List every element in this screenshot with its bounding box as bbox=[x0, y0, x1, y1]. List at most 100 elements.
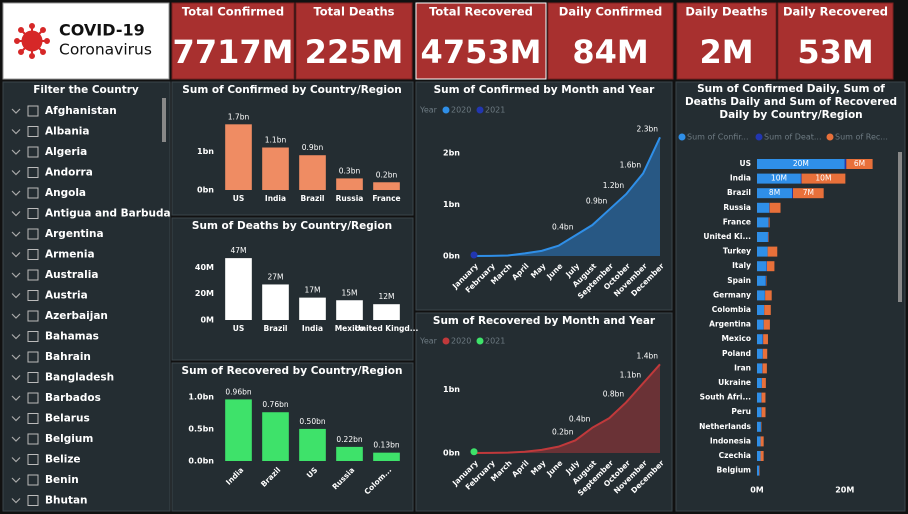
logo-title: COVID-19 bbox=[59, 21, 145, 40]
checkbox[interactable] bbox=[27, 146, 39, 158]
checkbox[interactable] bbox=[27, 495, 39, 506]
panel bbox=[171, 81, 414, 216]
checkbox[interactable] bbox=[27, 372, 39, 383]
checkbox[interactable] bbox=[27, 310, 39, 322]
checkbox[interactable] bbox=[27, 454, 39, 465]
chevron bbox=[11, 231, 21, 237]
bar-segment bbox=[757, 363, 763, 374]
checkbox[interactable] bbox=[27, 269, 39, 281]
bar-segment bbox=[792, 188, 824, 199]
bar-segment bbox=[764, 305, 771, 315]
data-label: 0.50bn bbox=[299, 417, 325, 426]
checkbox[interactable] bbox=[27, 167, 39, 178]
chevron bbox=[11, 477, 21, 483]
bar-segment bbox=[757, 290, 765, 301]
x-tick-label: India bbox=[265, 194, 286, 203]
bar-segment bbox=[765, 290, 772, 301]
bar bbox=[299, 428, 326, 461]
filter-item[interactable]: Armenia bbox=[45, 249, 95, 261]
bar-segment bbox=[757, 202, 770, 213]
checkbox[interactable] bbox=[27, 228, 39, 240]
checkbox[interactable] bbox=[27, 413, 39, 424]
filter-item[interactable]: Australia bbox=[45, 269, 98, 281]
chevron bbox=[11, 293, 21, 299]
y-tick-label: 1bn bbox=[443, 385, 460, 394]
filter-item[interactable]: Bahrain bbox=[45, 351, 91, 363]
bar-segment bbox=[757, 232, 768, 242]
filter-item[interactable]: Azerbaijan bbox=[45, 310, 108, 322]
chevron bbox=[11, 375, 21, 381]
checkbox[interactable] bbox=[27, 249, 39, 260]
data-label: 0.13bn bbox=[373, 441, 399, 450]
data-label: 0.4bn bbox=[569, 415, 591, 424]
data-label: 0.22bn bbox=[336, 435, 362, 444]
bar-segment bbox=[757, 159, 845, 169]
filter-item[interactable]: Belize bbox=[45, 454, 81, 466]
checkbox[interactable] bbox=[27, 187, 39, 199]
data-label: 10M bbox=[815, 174, 831, 183]
filter-item[interactable]: Austria bbox=[45, 290, 88, 302]
kpi-label: Total Recovered bbox=[429, 5, 533, 19]
filter-item[interactable]: Argentina bbox=[45, 228, 104, 240]
y-tick-label: France bbox=[723, 217, 751, 226]
bar-segment bbox=[768, 217, 770, 228]
filter-item[interactable]: Andorra bbox=[45, 167, 93, 179]
filter-item[interactable]: Benin bbox=[45, 474, 79, 486]
x-tick-label: India bbox=[302, 324, 323, 333]
panel bbox=[415, 312, 673, 512]
filter-item[interactable]: Albania bbox=[45, 126, 90, 138]
kpi-label: Daily Confirmed bbox=[559, 5, 662, 19]
filter-item[interactable]: Belarus bbox=[45, 413, 90, 425]
bar-segment bbox=[757, 261, 767, 272]
filter-item[interactable]: Algeria bbox=[45, 146, 87, 158]
kpi-label: Total Confirmed bbox=[182, 5, 284, 19]
data-label: 0.2bn bbox=[376, 170, 398, 179]
filter-item[interactable]: Angola bbox=[45, 187, 86, 199]
filter-item[interactable]: Barbados bbox=[45, 392, 101, 404]
data-label: 1.1bn bbox=[265, 136, 287, 145]
filter-item[interactable]: Bhutan bbox=[45, 495, 88, 507]
checkbox[interactable] bbox=[27, 208, 39, 219]
chevron bbox=[11, 108, 21, 114]
y-tick-label: Mexico bbox=[721, 334, 751, 343]
y-tick-label: Indonesia bbox=[710, 436, 751, 445]
data-label: 15M bbox=[341, 288, 357, 297]
bar bbox=[299, 297, 326, 320]
data-label: 17M bbox=[304, 286, 320, 295]
checkbox[interactable] bbox=[27, 126, 39, 137]
filter-item[interactable]: Bangladesh bbox=[45, 372, 114, 384]
checkbox[interactable] bbox=[27, 392, 39, 404]
kpi-card bbox=[415, 2, 547, 80]
y-tick-label: 1bn bbox=[197, 147, 214, 156]
chevron bbox=[11, 436, 21, 442]
data-label: 1.2bn bbox=[603, 181, 625, 190]
data-label: 0.9bn bbox=[586, 197, 608, 206]
bar-segment bbox=[760, 451, 764, 461]
checkbox[interactable] bbox=[27, 433, 39, 445]
legend-label: 2021 bbox=[485, 106, 505, 115]
bar-segment bbox=[757, 305, 765, 315]
legend-title: Year bbox=[419, 337, 438, 346]
checkbox[interactable] bbox=[27, 351, 39, 363]
bar-segment bbox=[763, 319, 770, 330]
x-tick-label: Brazil bbox=[264, 324, 288, 333]
bar-segment bbox=[761, 392, 766, 403]
chevron bbox=[11, 416, 21, 422]
bar-segment bbox=[846, 159, 873, 169]
filter-item[interactable]: Afghanistan bbox=[45, 105, 117, 117]
checkbox[interactable] bbox=[27, 474, 39, 486]
filter-item[interactable]: Antigua and Barbuda bbox=[45, 208, 171, 220]
filter-item[interactable]: Bahamas bbox=[45, 331, 99, 343]
checkbox[interactable] bbox=[27, 105, 39, 117]
chart-title: Sum of Recovered by Country/Region bbox=[182, 365, 403, 377]
y-tick-label: 1.0bn bbox=[188, 392, 214, 401]
checkbox[interactable] bbox=[27, 290, 39, 301]
line bbox=[473, 363, 661, 454]
panel bbox=[415, 81, 673, 311]
bar-segment bbox=[757, 436, 761, 447]
bar-segment bbox=[757, 378, 762, 388]
bar-segment bbox=[763, 334, 768, 345]
checkbox[interactable] bbox=[27, 331, 39, 342]
filter-item[interactable]: Belgium bbox=[45, 433, 93, 445]
